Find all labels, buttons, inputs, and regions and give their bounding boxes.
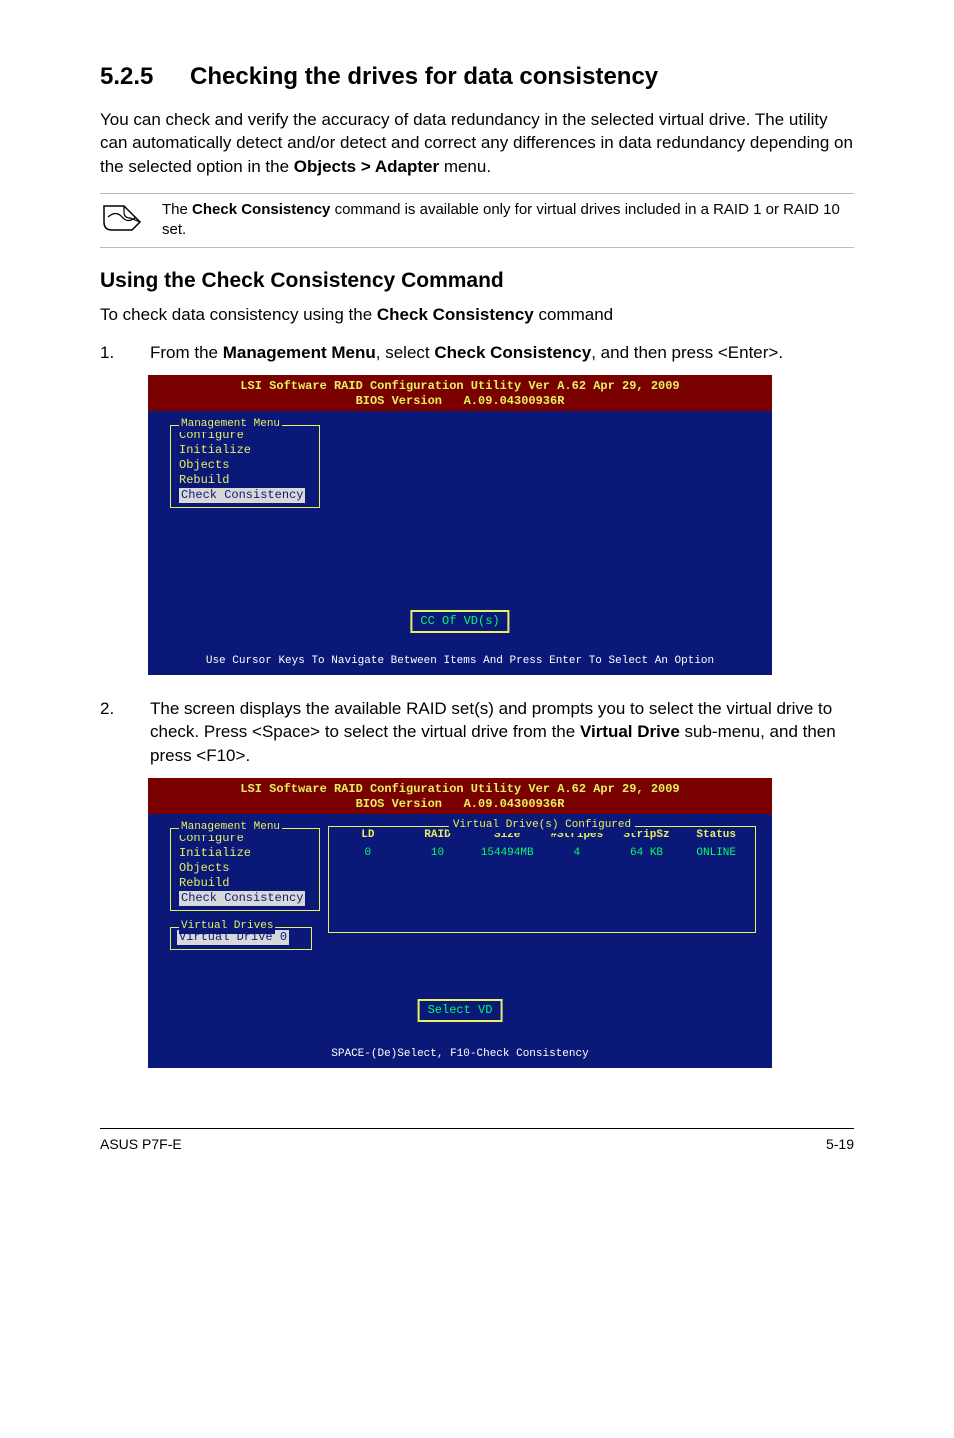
menu2-objects[interactable]: Objects xyxy=(179,861,311,876)
sub-intro: To check data consistency using the Chec… xyxy=(100,303,854,327)
sub-intro-bold: Check Consistency xyxy=(377,305,534,324)
vd-data-row[interactable]: 0 10 154494MB 4 64 KB ONLINE xyxy=(329,845,755,863)
bios2-footer: SPACE-(De)Select, F10-Check Consistency xyxy=(148,1044,772,1068)
note-pre: The xyxy=(162,201,192,218)
menu2-rebuild[interactable]: Rebuild xyxy=(179,876,311,891)
sub-intro-pre: To check data consistency using the xyxy=(100,305,377,324)
note-bold: Check Consistency xyxy=(192,201,330,218)
vd-d-raid: 10 xyxy=(405,847,471,861)
footer-left: ASUS P7F-E xyxy=(100,1135,182,1155)
menu-item-check-consistency[interactable]: Check Consistency xyxy=(179,488,305,503)
bios1-title2: BIOS Version A.09.04300936R xyxy=(356,394,565,408)
step1-d: , and then press <Enter>. xyxy=(591,343,783,362)
bios1-title1: LSI Software RAID Configuration Utility … xyxy=(240,379,679,393)
step-1-num: 1. xyxy=(100,341,124,365)
step-1-body: From the Management Menu, select Check C… xyxy=(150,341,854,365)
vd-d-stripes: 4 xyxy=(544,847,610,861)
vd-h-ld: LD xyxy=(335,829,401,843)
intro-paragraph: You can check and verify the accuracy of… xyxy=(100,108,854,179)
bios2-header: LSI Software RAID Configuration Utility … xyxy=(148,778,772,814)
subheading: Using the Check Consistency Command xyxy=(100,266,854,295)
menu2-check-consistency[interactable]: Check Consistency xyxy=(179,891,305,906)
section-heading: 5.2.5Checking the drives for data consis… xyxy=(100,60,854,94)
bios-screenshot-1: LSI Software RAID Configuration Utility … xyxy=(148,375,772,675)
sub-intro-post: command xyxy=(534,305,613,324)
step1-b1: Management Menu xyxy=(223,343,376,362)
bios1-center-prompt: CC Of VD(s) xyxy=(410,610,509,633)
step1-b2: Check Consistency xyxy=(434,343,591,362)
bios1-body: Management Menu Configure Initialize Obj… xyxy=(148,411,772,651)
vd-d-stripsz: 64 KB xyxy=(614,847,680,861)
virtual-drives-configured-panel: Virtual Drive(s) Configured LD RAID Size… xyxy=(328,826,756,934)
menu-item-initialize[interactable]: Initialize xyxy=(179,443,311,458)
intro-text-b: menu. xyxy=(439,157,491,176)
bios2-title1: LSI Software RAID Configuration Utility … xyxy=(240,782,679,796)
management-menu-title: Management Menu xyxy=(179,418,282,432)
menu2-initialize[interactable]: Initialize xyxy=(179,846,311,861)
footer-right: 5-19 xyxy=(826,1135,854,1155)
note-icon xyxy=(100,200,144,241)
menu-item-objects[interactable]: Objects xyxy=(179,458,311,473)
menu-item-rebuild[interactable]: Rebuild xyxy=(179,473,311,488)
management-menu-box-2: Management Menu Configure Initialize Obj… xyxy=(170,828,320,911)
bios2-center-prompt: Select VD xyxy=(418,999,503,1022)
intro-bold: Objects > Adapter xyxy=(294,157,439,176)
vd-d-ld: 0 xyxy=(335,847,401,861)
step2-b: Virtual Drive xyxy=(580,722,680,741)
virtual-drives-submenu-title: Virtual Drives xyxy=(179,920,275,934)
note-text: The Check Consistency command is availab… xyxy=(162,200,854,241)
vd-d-size: 154494MB xyxy=(474,847,540,861)
footer-rule xyxy=(100,1128,854,1129)
step-1: 1. From the Management Menu, select Chec… xyxy=(100,341,854,365)
vd-h-status: Status xyxy=(683,829,749,843)
section-number: 5.2.5 xyxy=(100,60,190,94)
step-2-num: 2. xyxy=(100,697,124,768)
step-2-body: The screen displays the available RAID s… xyxy=(150,697,854,768)
bios1-footer: Use Cursor Keys To Navigate Between Item… xyxy=(148,651,772,675)
page-footer: ASUS P7F-E 5-19 xyxy=(100,1135,854,1155)
vd-panel-title: Virtual Drive(s) Configured xyxy=(449,819,635,833)
step1-c: , select xyxy=(376,343,435,362)
bios1-header: LSI Software RAID Configuration Utility … xyxy=(148,375,772,411)
bios2-body: Management Menu Configure Initialize Obj… xyxy=(148,814,772,1044)
management-menu-box: Management Menu Configure Initialize Obj… xyxy=(170,425,320,508)
bios2-title2: BIOS Version A.09.04300936R xyxy=(356,797,565,811)
step-2: 2. The screen displays the available RAI… xyxy=(100,697,854,768)
note-box: The Check Consistency command is availab… xyxy=(100,193,854,248)
management-menu-title-2: Management Menu xyxy=(179,821,282,835)
vd-d-status: ONLINE xyxy=(683,847,749,861)
section-title: Checking the drives for data consistency xyxy=(190,63,658,90)
step1-a: From the xyxy=(150,343,223,362)
bios-screenshot-2: LSI Software RAID Configuration Utility … xyxy=(148,778,772,1068)
virtual-drives-submenu: Virtual Drives Virtual Drive 0 xyxy=(170,927,312,950)
